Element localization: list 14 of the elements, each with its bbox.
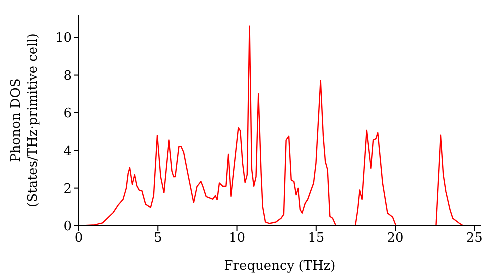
x-tick-label: 20 [387, 231, 404, 246]
x-tick-label: 10 [228, 231, 246, 246]
y-tick-label: 10 [55, 31, 72, 46]
y-tick-label: 2 [64, 182, 72, 197]
y-axis-title: Phonon DOS (States/THz·primitive cell) [9, 33, 41, 208]
x-tick-label: 25 [466, 231, 483, 246]
y-tick-label: 6 [64, 106, 72, 122]
x-tick-label: 5 [154, 231, 162, 246]
x-axis-title: Frequency (THz) [224, 259, 336, 274]
x-tick-label: 0 [74, 231, 84, 246]
x-tick-label: 15 [308, 231, 325, 246]
y-tick-label: 4 [64, 144, 72, 160]
y-tick-label: 0 [64, 220, 72, 235]
y-tick-label: 8 [64, 68, 72, 84]
